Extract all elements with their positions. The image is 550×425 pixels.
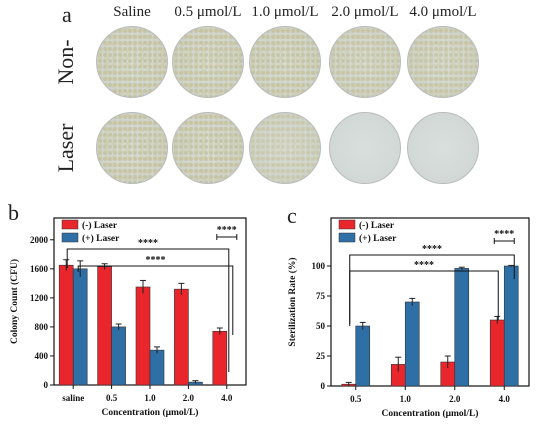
dish-row-label: Non- [53,39,78,85]
bar-minus-laser [174,288,189,386]
significance-marker: **** [422,244,442,255]
panel-a-label: a [62,2,72,27]
bar-minus-laser [489,319,505,387]
petri-dish [172,112,244,184]
significance-bracket [66,248,230,372]
x-tick-label: saline [62,393,84,403]
bar-plus-laser [111,326,126,386]
y-tick-label: 100 [312,261,326,271]
petri-dish [329,26,401,98]
y-tick-label: 400 [35,351,49,361]
chart-colony-count: 0 400 800 1200 1600 2000 saline 0.5 1.0 2.0 4.0 Con… [9,217,247,418]
x-tick-label: 4.0 [499,394,511,404]
legend-swatch [61,219,79,230]
petri-dish [96,112,168,184]
y-tick-label: 50 [316,321,326,331]
x-tick-label: 1.0 [144,393,156,403]
bar-plus-laser [404,301,420,387]
y-tick-label: 1200 [30,293,49,303]
plot-frame [330,217,530,387]
panel-c-label: c [287,203,297,228]
petri-dish [329,112,401,184]
bar-minus-laser [135,286,151,386]
petri-dish [249,112,321,184]
x-axis-title: Concentration (μmol/L) [382,408,479,419]
legend-swatch [338,219,356,230]
panel-b-label: b [8,200,19,225]
significance-marker: **** [494,229,514,240]
bar-minus-laser [212,330,228,386]
legend-label: (-) Laser [82,220,118,231]
legend-swatch [338,232,356,243]
bar-plus-laser [149,349,165,386]
bar-plus-laser [454,268,470,387]
legend-label: (-) Laser [359,220,395,231]
y-tick-label: 0 [44,380,49,390]
dish-column-label: 0.5 μmol/L [174,4,242,20]
x-tick-label: 0.5 [350,394,362,404]
petri-dish [172,26,244,98]
legend-label: (+) Laser [82,233,120,244]
y-tick-label: 0 [321,381,326,391]
significance-marker: **** [146,255,166,266]
x-axis-title: Concentration (μmol/L) [102,407,199,418]
significance-bracket [77,265,234,335]
significance-bracket [349,270,499,324]
bar-minus-laser [97,266,112,386]
legend-swatch [61,232,79,243]
y-tick-label: 75 [316,291,326,301]
bar-plus-laser [503,265,519,387]
x-tick-label: 0.5 [106,393,118,403]
y-axis-title: Sterilization Rate (%) [287,257,298,346]
y-axis-title: Colony Count (CFU) [9,259,20,344]
x-tick-label: 2.0 [183,393,195,403]
dish-column-label: 4.0 μmol/L [409,4,477,20]
y-tick-label: 2000 [30,235,49,245]
x-tick-label: 1.0 [400,394,412,404]
y-tick-label: 800 [35,322,49,332]
legend-label: (+) Laser [359,233,397,244]
x-tick-label: 4.0 [221,393,233,403]
chart-sterilization-rate: 0 25 50 75 100 0.5 1.0 2.0 4.0 Concentration (μmo… [287,217,530,419]
significance-marker: **** [138,238,158,249]
significance-marker: **** [217,225,237,236]
dish-column-label: 1.0 μmol/L [251,4,319,20]
petri-dish [407,26,479,98]
dish-row-label: Laser [53,123,78,173]
dish-column-label: 2.0 μmol/L [331,4,399,20]
petri-dish [407,112,479,184]
y-tick-label: 25 [316,351,326,361]
y-tick-label: 1600 [30,264,49,274]
significance-marker: **** [414,260,434,271]
bar-plus-laser [355,325,371,387]
dish-column-label: Saline [113,4,151,20]
petri-dish [249,26,321,98]
x-tick-label: 2.0 [449,394,461,404]
bar-minus-laser [58,264,74,386]
bar-plus-laser [72,268,88,386]
petri-dish [96,26,168,98]
